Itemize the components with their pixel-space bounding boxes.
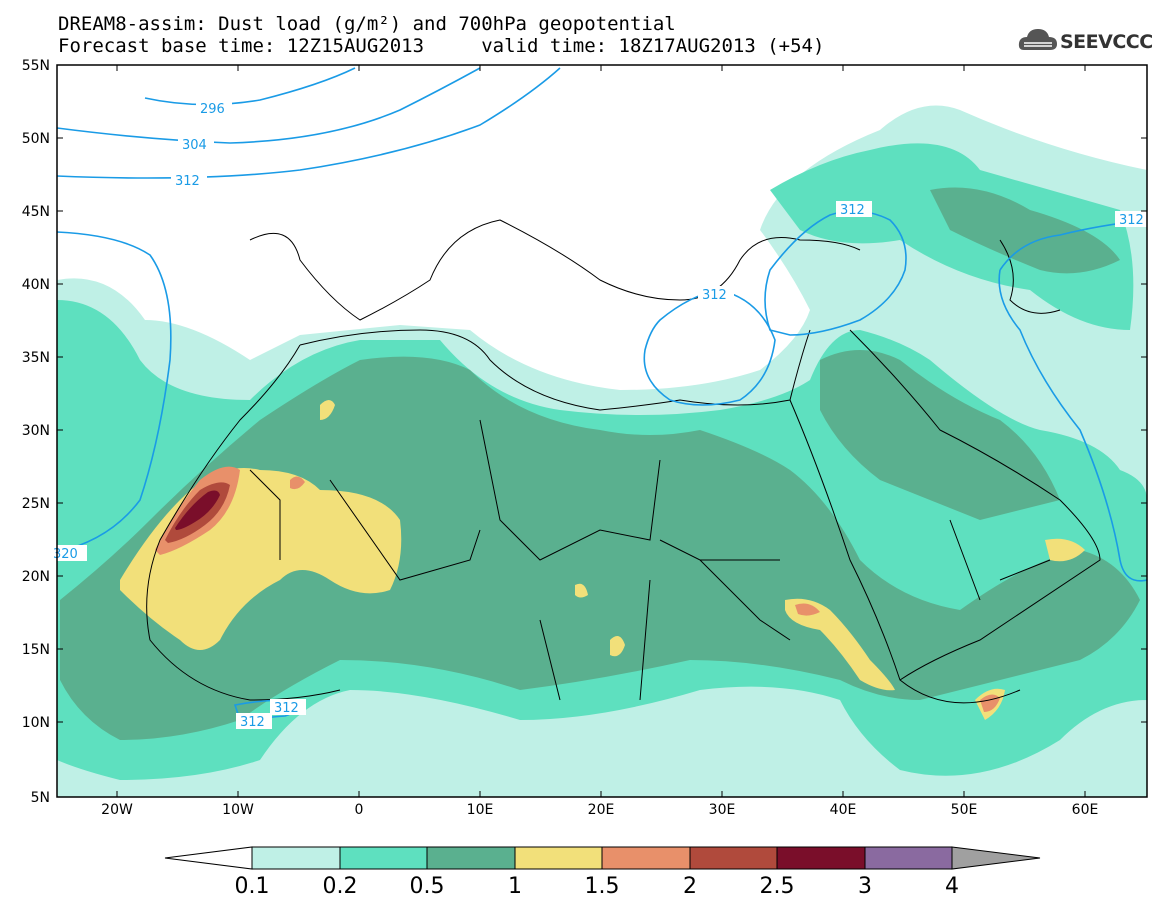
dust-contour-0-5	[820, 350, 1060, 520]
lat-label: 45N	[22, 204, 50, 220]
contour-320	[57, 231, 172, 553]
dust-contour-1	[610, 636, 625, 657]
contour-label: 312	[240, 715, 265, 730]
dust-contour-1-5	[795, 603, 820, 616]
coastline-mediterranean	[299, 329, 811, 411]
longitude-labels: 20W 10W 0 10E 20E 30E 40E 50E 60E	[101, 802, 1098, 818]
colorbar-box	[514, 846, 603, 870]
lat-label: 35N	[22, 350, 50, 366]
colorbar-box	[776, 846, 866, 870]
colorbar: 0.1 0.2 0.5 1 1.5 2 2.5 3 4	[164, 846, 1041, 899]
map-subtitle: Forecast base time: 12Z15AUG2013 valid t…	[58, 35, 825, 57]
coastlines	[146, 219, 1101, 704]
contour-304	[57, 67, 481, 144]
contour-label: 312	[274, 701, 299, 716]
map-frame	[56, 64, 1148, 798]
contour-label: 312	[1119, 213, 1144, 228]
dust-contour-2-5	[175, 490, 220, 530]
lat-label: 50N	[22, 131, 50, 147]
lat-label: 40N	[22, 277, 50, 293]
colorbar-label: 1	[508, 874, 522, 899]
colorbar-label: 2	[683, 874, 697, 899]
map-title: DREAM8-assim: Dust load (g/m²) and 700hP…	[58, 13, 676, 35]
colorbar-label: 0.5	[410, 874, 445, 899]
axis-ticks	[57, 64, 1147, 798]
colorbar-under-arrow	[164, 846, 253, 870]
colorbar-box	[601, 846, 691, 870]
contour-label-group: 296 304 312 312 312 312 320 312 312	[53, 100, 1151, 730]
contour-label: 304	[182, 138, 207, 153]
dust-contour-1	[1045, 538, 1085, 562]
dust-contour-0-5	[60, 356, 1140, 740]
lon-label: 0	[355, 802, 364, 818]
lon-label: 30E	[709, 802, 736, 818]
contour-label: 320	[53, 547, 78, 562]
colorbar-label: 2.5	[760, 874, 795, 899]
dust-contour-1	[785, 598, 895, 691]
coastline-europe	[249, 219, 861, 321]
lat-label: 25N	[22, 496, 50, 512]
contour-label: 312	[840, 203, 865, 218]
lon-label: 20E	[588, 802, 615, 818]
lon-label: 50E	[951, 802, 978, 818]
colorbar-label: 4	[945, 874, 959, 899]
dust-contour-0-2	[770, 143, 1134, 330]
lat-label: 30N	[22, 423, 50, 439]
lon-label: 40E	[830, 802, 857, 818]
dust-contour-1-5	[290, 476, 305, 490]
geopotential-contours	[57, 67, 1147, 721]
colorbar-box	[864, 846, 953, 870]
colorbar-box	[251, 846, 341, 870]
colorbar-label: 3	[858, 874, 872, 899]
dust-contour-0-5	[930, 187, 1120, 274]
colorbar-over-arrow	[951, 846, 1041, 870]
contour-label: 312	[175, 174, 200, 189]
colorbar-box	[689, 846, 778, 870]
coastline-red-sea	[789, 399, 1021, 704]
country-borders	[249, 419, 1051, 701]
coastline-caspian	[999, 239, 1061, 314]
lon-label: 60E	[1072, 802, 1099, 818]
colorbar-box	[339, 846, 428, 870]
colorbar-label: 1.5	[585, 874, 620, 899]
dust-contour-1	[575, 583, 588, 598]
colorbar-label: 0.1	[235, 874, 270, 899]
dust-contour-1	[320, 400, 335, 420]
contour-312	[764, 210, 907, 336]
lon-label: 10W	[222, 802, 254, 818]
lat-label: 5N	[31, 790, 50, 806]
cloud-icon	[1018, 29, 1057, 50]
lon-label: 20W	[101, 802, 133, 818]
contour-312	[57, 67, 561, 179]
seevccc-logo: SEEVCCC	[1018, 24, 1158, 58]
lat-label: 55N	[22, 58, 50, 74]
coastline-west-africa	[146, 344, 341, 701]
logo-text: SEEVCCC	[1060, 31, 1153, 53]
contour-label: 296	[200, 102, 225, 117]
contour-296	[144, 67, 356, 106]
contour-label: 312	[702, 288, 727, 303]
lat-label: 15N	[22, 642, 50, 658]
lat-label: 20N	[22, 569, 50, 585]
lat-label: 10N	[22, 715, 50, 731]
coastline-arabia	[849, 329, 1101, 681]
lon-label: 10E	[467, 802, 494, 818]
latitude-labels: 55N 50N 45N 40N 35N 30N 25N 20N 15N 10N …	[22, 58, 50, 806]
colorbar-box	[426, 846, 516, 870]
dust-field	[57, 105, 1147, 797]
colorbar-label: 0.2	[323, 874, 358, 899]
